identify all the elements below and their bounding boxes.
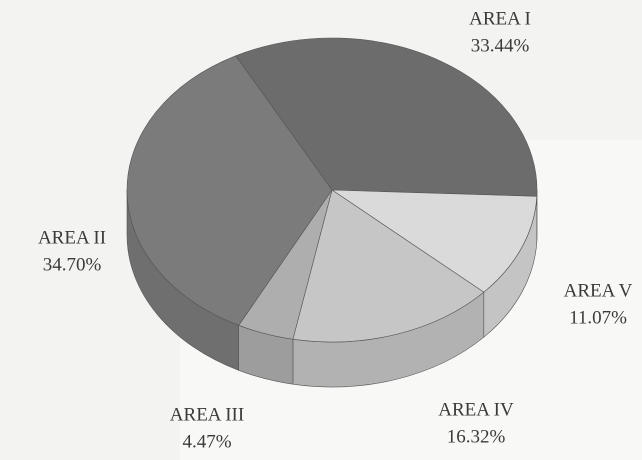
slice <box>126 55 333 326</box>
slice-value-label: 4.47% <box>182 431 231 452</box>
slice-value-label: 16.32% <box>447 426 506 447</box>
slice-label: AREA II <box>38 227 106 248</box>
slice <box>235 37 538 197</box>
slice-label: AREA IV <box>438 399 514 420</box>
slice-label: AREA III <box>170 404 244 425</box>
slice-label: AREA I <box>469 8 531 29</box>
slice <box>292 189 485 343</box>
slice-value-label: 33.44% <box>471 35 530 56</box>
slice <box>330 189 538 293</box>
slice-value-label: 34.70% <box>43 254 102 275</box>
slice-value-label: 11.07% <box>569 307 627 328</box>
slice-label: AREA V <box>564 280 633 301</box>
